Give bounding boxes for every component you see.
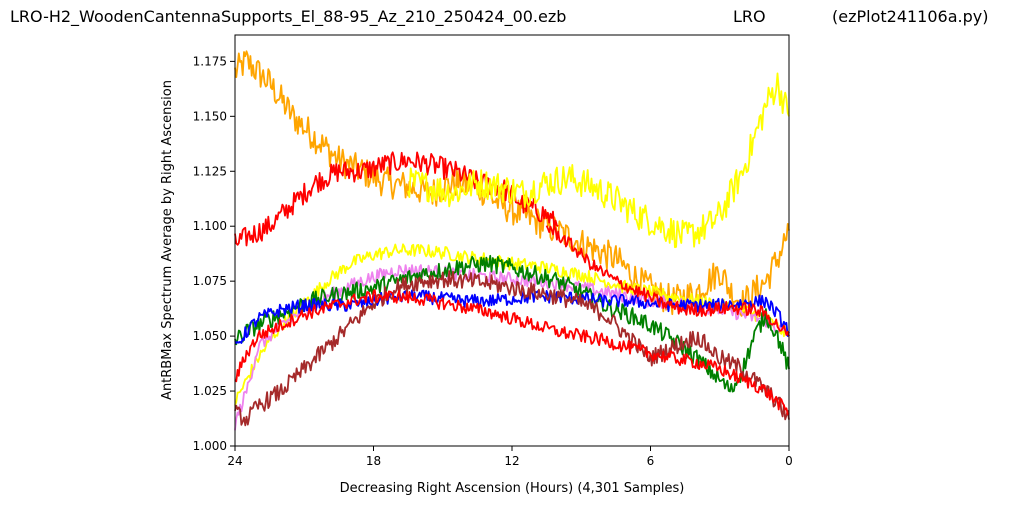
y-tick-label: 1.025 xyxy=(193,384,227,398)
series-line-3 xyxy=(407,72,790,249)
ticks-layer: 24 18 12 6 0 1.000 1.025 1.050 1.075 1.100 1.125 1.… xyxy=(193,54,793,468)
plot-frame xyxy=(234,34,790,447)
y-tick-label: 1.075 xyxy=(193,274,227,288)
series-line-10 xyxy=(545,225,790,337)
chart-title-script: (ezPlot241106a.py) xyxy=(832,7,988,26)
chart-title-file: LRO-H2_WoodenCantennaSupports_El_88-95_A… xyxy=(10,7,566,27)
y-tick-label: 1.050 xyxy=(193,329,227,343)
series-layer xyxy=(234,50,790,431)
x-axis-label: Decreasing Right Ascension (Hours) (4,30… xyxy=(340,481,685,496)
series-line-9 xyxy=(234,289,790,416)
x-tick-label: 6 xyxy=(647,454,655,468)
x-tick-label: 0 xyxy=(785,454,793,468)
y-tick-label: 1.175 xyxy=(193,54,227,68)
x-tick-label: 12 xyxy=(504,454,519,468)
x-tick-label: 18 xyxy=(366,454,381,468)
chart-title-site: LRO xyxy=(733,7,766,26)
series-line-6 xyxy=(234,254,790,393)
y-tick-label: 1.100 xyxy=(193,219,227,233)
x-tick-label: 24 xyxy=(227,454,242,468)
y-axis-label: AntRBMax Spectrum Average by Right Ascen… xyxy=(160,80,175,400)
series-line-2 xyxy=(234,151,559,247)
y-tick-label: 1.125 xyxy=(193,164,227,178)
y-tick-label: 1.150 xyxy=(193,109,227,123)
y-tick-label: 1.000 xyxy=(193,439,227,453)
series-line-8 xyxy=(234,270,790,427)
series-line-4 xyxy=(234,243,790,406)
